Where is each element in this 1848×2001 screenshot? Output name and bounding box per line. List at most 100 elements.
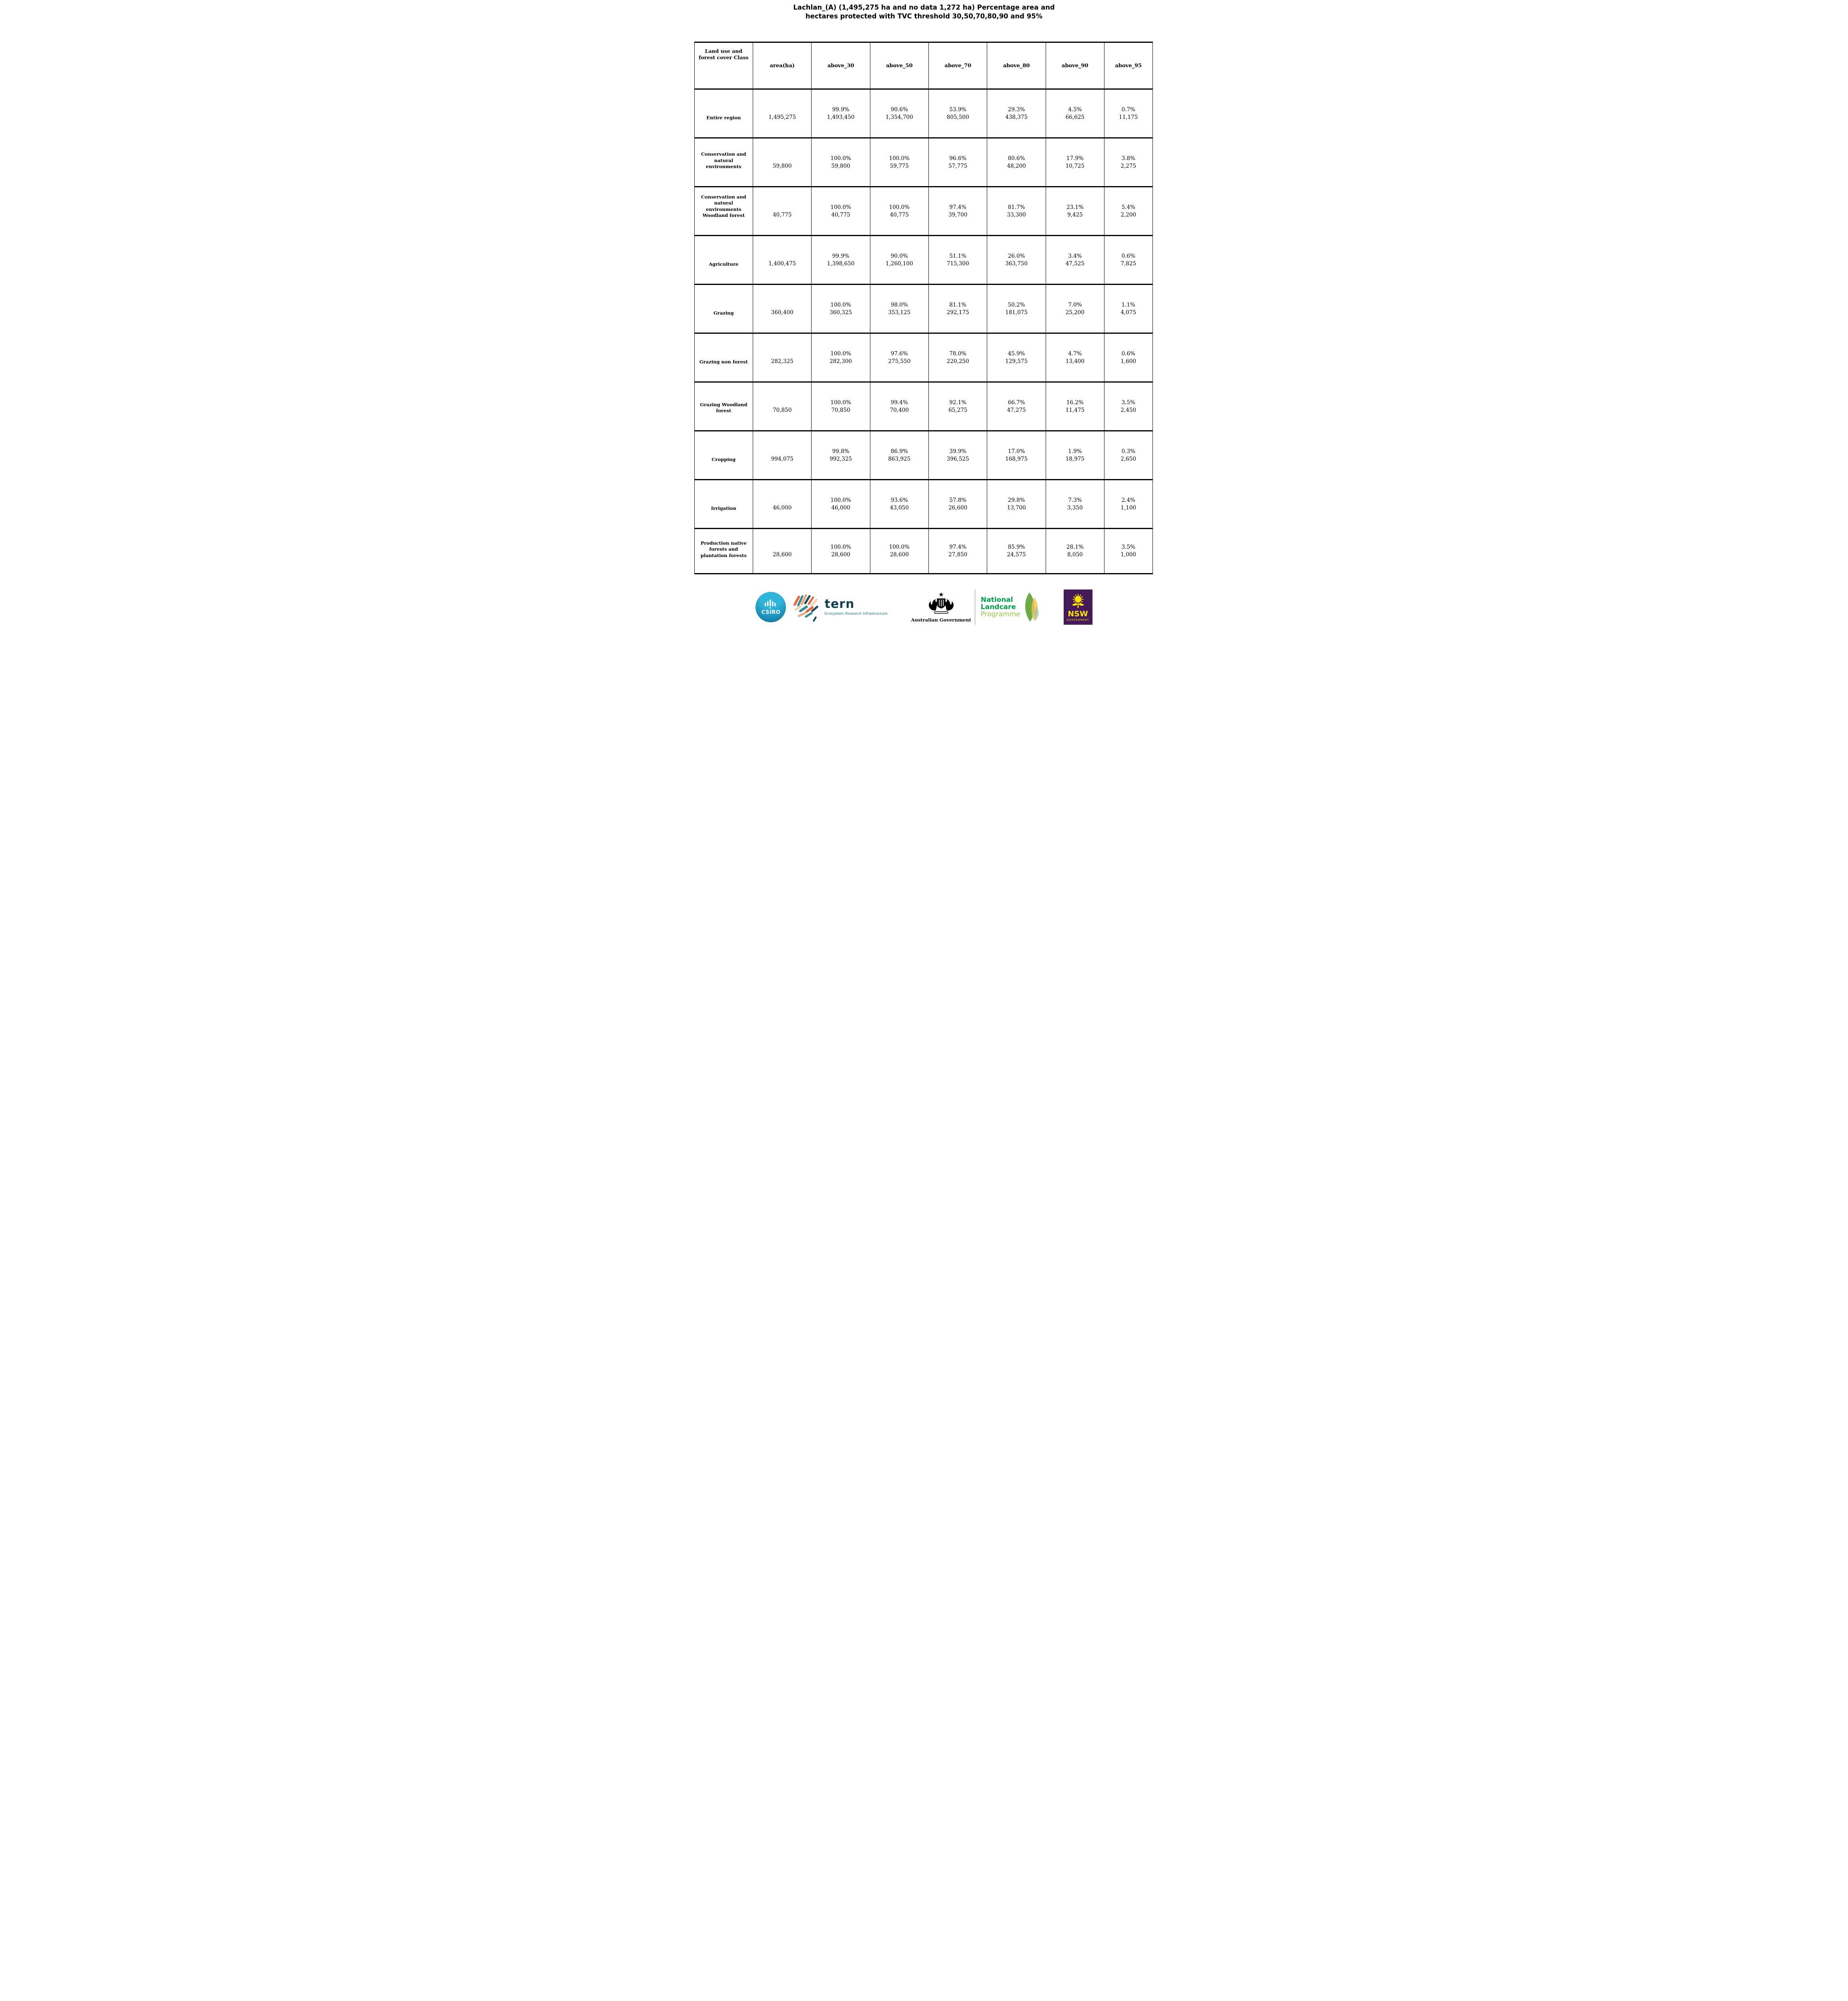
hectares-value: 46,000 [831, 504, 850, 511]
row-label-cell: Grazing non forest [694, 333, 753, 383]
row-label-cell: Irrigation [694, 479, 753, 529]
table-row: Production native forests and plantation… [694, 528, 1152, 574]
area-ha-cell: 282,325 [753, 333, 812, 383]
percent-value [753, 448, 811, 455]
hectares-value: 220,250 [946, 358, 969, 365]
above-80-cell: 45.9% 129,575 [987, 333, 1046, 383]
hectares-value: 282,300 [830, 358, 852, 365]
above-80-cell: 81.7% 33,300 [987, 186, 1046, 236]
hectares-value: 2,275 [1120, 162, 1136, 169]
above-30-cell: 100.0% 46,000 [811, 479, 870, 529]
column-header-above-80: above_80 [987, 42, 1046, 90]
above-70-cell: 97.4% 27,850 [928, 528, 987, 574]
page-title-line-1: Lachlan_(A) (1,495,275 ha and no data 1,… [793, 4, 1055, 11]
hectares-value: 2,200 [1120, 211, 1136, 218]
hectares-value: 275,550 [888, 358, 911, 365]
percent-value: 97.4% [949, 544, 967, 550]
area-ha-cell: 360,400 [753, 284, 812, 334]
above-95-cell: 2.4% 1,100 [1104, 479, 1152, 529]
hectares-value: 181,075 [1005, 309, 1028, 316]
above-80-cell: 50.2% 181,075 [987, 284, 1046, 334]
hectares-value: 363,750 [1005, 260, 1028, 267]
percent-value: 100.0% [889, 544, 910, 550]
table-row: Cropping 994,075 99.8% 992,325 86.9% 863,925… [694, 431, 1152, 480]
above-80-cell: 17.0% 168,975 [987, 431, 1046, 480]
column-header-class: Land use and forest cover Class [694, 42, 753, 90]
above-30-cell: 99.8% 992,325 [811, 431, 870, 480]
percent-value: 45.9% [1008, 350, 1025, 357]
row-label: Grazing non forest [699, 359, 748, 365]
waratah-icon [1072, 593, 1084, 608]
hectares-value: 1,100 [1120, 504, 1136, 511]
percent-value: 0.6% [1121, 253, 1135, 259]
percent-value: 81.1% [949, 301, 967, 308]
percent-value: 100.0% [830, 155, 851, 162]
percent-value: 100.0% [830, 301, 851, 308]
hectares-value: 70,850 [773, 407, 792, 413]
percent-value: 96.6% [949, 155, 967, 162]
table-row: Grazing Woodland forest 70,850 100.0% 70,8… [694, 382, 1152, 431]
hectares-value: 40,775 [773, 211, 792, 218]
row-label: Agriculture [709, 261, 739, 267]
row-label-cell: Cropping [694, 431, 753, 480]
hectares-value: 47,275 [1007, 407, 1026, 413]
percent-value: 93.6% [890, 497, 908, 503]
above-50-cell: 86.9% 863,925 [870, 431, 929, 480]
above-70-cell: 51.1% 715,300 [928, 235, 987, 285]
above-70-cell: 96.6% 57,775 [928, 138, 987, 187]
above-50-cell: 100.0% 28,600 [870, 528, 929, 574]
above-95-cell: 5.4% 2,200 [1104, 186, 1152, 236]
hectares-value: 28,600 [890, 551, 909, 558]
hectares-value: 40,775 [890, 211, 909, 218]
above-50-cell: 100.0% 40,775 [870, 186, 929, 236]
above-80-cell: 26.0% 363,750 [987, 235, 1046, 285]
row-label: Cropping [712, 457, 736, 462]
above-30-cell: 100.0% 282,300 [811, 333, 870, 383]
above-30-cell: 99.9% 1,493,450 [811, 89, 870, 138]
hectares-value: 3,350 [1067, 504, 1083, 511]
above-30-cell: 99.9% 1,398,650 [811, 235, 870, 285]
above-80-cell: 80.6% 48,200 [987, 138, 1046, 187]
hectares-value: 11,175 [1119, 114, 1138, 120]
nsw-government-logo: NSW GOVERNMENT [1063, 589, 1092, 625]
table-row: Grazing non forest 282,325 100.0% 282,300 9… [694, 333, 1152, 383]
percent-value: 17.0% [1008, 448, 1025, 455]
percent-value: 100.0% [830, 544, 851, 550]
land-use-table: Land use and forest cover Class area(ha)… [694, 42, 1153, 574]
hectares-value: 1,493,450 [827, 114, 855, 120]
above-95-cell: 1.1% 4,075 [1104, 284, 1152, 334]
above-95-cell: 0.7% 11,175 [1104, 89, 1152, 138]
percent-value: 90.6% [890, 106, 908, 113]
hectares-value: 715,300 [946, 260, 969, 267]
area-ha-cell: 28,600 [753, 528, 812, 574]
national-landcare-logo: National Landcare Programme [981, 591, 1041, 624]
csiro-logo: CSIRO [756, 592, 786, 622]
above-90-cell: 23.1% 9,425 [1045, 186, 1104, 236]
percent-value [753, 497, 811, 504]
csiro-waveform-icon [765, 599, 776, 609]
table-row: Entire region 1,495,275 99.9% 1,493,450 90.… [694, 89, 1152, 138]
above-50-cell: 90.0% 1,260,100 [870, 235, 929, 285]
above-70-cell: 81.1% 292,175 [928, 284, 987, 334]
hectares-value: 1,260,100 [886, 260, 913, 267]
row-label: Grazing Woodland forest [700, 401, 748, 414]
percent-value [753, 301, 811, 309]
hectares-value: 33,300 [1007, 211, 1026, 218]
above-30-cell: 100.0% 360,325 [811, 284, 870, 334]
percent-value: 90.0% [890, 253, 908, 259]
percent-value: 16.2% [1066, 399, 1084, 406]
hectares-value: 1,398,650 [827, 260, 855, 267]
percent-value: 97.6% [890, 350, 908, 357]
percent-value: 0.6% [1121, 350, 1135, 357]
percent-value: 28.1% [1066, 544, 1084, 550]
percent-value: 4.7% [1068, 350, 1082, 357]
tern-label: tern [824, 597, 855, 611]
hectares-value: 129,575 [1005, 358, 1028, 365]
row-label: Entire region [706, 115, 741, 120]
hectares-value: 360,325 [830, 309, 852, 316]
page-title-line-2: hectares protected with TVC threshold 30… [805, 12, 1043, 20]
row-label: Grazing [713, 310, 734, 316]
percent-value: 0.3% [1121, 448, 1135, 455]
percent-value: 3.8% [1121, 155, 1135, 162]
row-label-cell: Grazing [694, 284, 753, 334]
